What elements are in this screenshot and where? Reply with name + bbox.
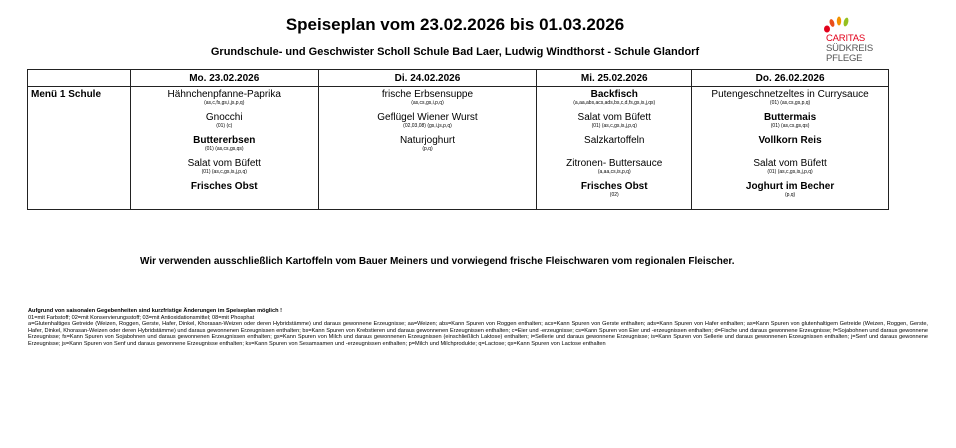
day-header: Do. 26.02.2026 [691, 69, 889, 87]
dish-allergens: (01) (as,c,gs,is,j,p,q) [767, 169, 813, 175]
additives-legend: 01=mit Farbstoff; 02=mit Konservierungss… [28, 314, 255, 321]
footer-legend: Aufgrund von saisonalen Gegebenheiten si… [28, 308, 928, 348]
dish-allergens: (a,aa,abs,acs,ads,bs,c,d,fs,gs,is,j,qs) [573, 100, 656, 106]
dish-name: Zitronen- Buttersauce [566, 158, 663, 169]
dish-allergens: (01) (as,cs,gs,p,q) [769, 100, 811, 106]
dish-allergens: (p,q) [784, 192, 796, 198]
notice-text: Wir verwenden ausschließlich Kartoffeln … [140, 256, 735, 267]
dish-name: frische Erbsensuppe [381, 89, 474, 100]
day-header: Di. 24.02.2026 [317, 69, 538, 87]
dish-name: Salat vom Büfett [577, 112, 651, 123]
dish-allergens: (01) (as,c,gs,is,j,p,q) [201, 169, 247, 175]
leaves-icon [824, 16, 849, 33]
dish-allergens: (as,cs,gs,i,p,q) [411, 100, 444, 106]
dish-name: Geflügel Wiener Wurst [377, 112, 478, 123]
school-subtitle: Grundschule- und Geschwister Scholl Schu… [210, 46, 700, 58]
empty-header-cell [27, 69, 131, 87]
dish-allergens [692, 146, 888, 153]
dish-name: Vollkorn Reis [758, 135, 822, 146]
dish-allergens [537, 146, 691, 153]
dish-name: Buttererbsen [193, 135, 256, 146]
dish-name: Gnocchi [205, 112, 243, 123]
footer-heading: Aufgrund von saisonalen Gegebenheiten si… [28, 308, 282, 314]
dish-name: Salat vom Büfett [753, 158, 827, 169]
day-header: Mo. 23.02.2026 [129, 69, 319, 87]
dish-allergens: (02) [609, 192, 619, 198]
day-header: Mi. 25.02.2026 [536, 69, 693, 87]
dish-name: Frisches Obst [580, 181, 648, 192]
dish-name: Frisches Obst [190, 181, 258, 192]
caritas-logo: CARITAS SÜDKREIS PFLEGE [812, 14, 873, 70]
logo-text: PFLEGE [826, 53, 863, 64]
day-cell: Backfisch (a,aa,abs,acs,ads,bs,c,d,fs,gs,… [536, 86, 693, 210]
dish-allergens: (01) (as,c,gs,is,j,p,q) [591, 123, 637, 129]
dish-name: Joghurt im Becher [745, 181, 835, 192]
day-cell: Hähnchenpfanne-Paprika (as,c,fs,gs,i,js,p… [129, 86, 319, 210]
dish-allergens: (02,03,08) (gs,i,js,p,q) [403, 123, 452, 129]
logo-text: SÜDKREIS [826, 43, 873, 54]
table-row: Menü 1 Schule Hähnchenpfanne-Paprika (as,… [27, 86, 889, 210]
dish-allergens: (p,q) [422, 146, 433, 152]
dish-name: Buttermais [763, 112, 817, 123]
dish-allergens: (as,c,fs,gs,i,js,p,q) [204, 100, 245, 106]
dish-name: Salzkartoffeln [584, 135, 645, 146]
dish-allergens [131, 192, 318, 199]
dish-name: Salat vom Büfett [187, 158, 261, 169]
dish-name: Naturjoghurt [399, 135, 455, 146]
menu-table: Mo. 23.02.2026 Di. 24.02.2026 Mi. 25.02.… [27, 69, 889, 210]
menu-label: Menü 1 Schule [27, 86, 131, 210]
day-cell: Putengeschnetzeltes in Currysauce (01) (a… [691, 86, 889, 210]
dish-allergens: (a,aa,cs,is,p,q) [597, 169, 631, 175]
dish-allergens: (01) (as,cs,gs,qs) [770, 123, 810, 129]
logo-text: CARITAS [826, 33, 866, 44]
allergens-legend: a=Glutenhaltiges Getreide (Weizen, Rogge… [28, 321, 928, 347]
table-header-row: Mo. 23.02.2026 Di. 24.02.2026 Mi. 25.02.… [27, 69, 889, 87]
dish-name: Backfisch [590, 89, 638, 100]
day-cell: frische Erbsensuppe (as,cs,gs,i,p,q) Geflü… [317, 86, 538, 210]
dish-allergens: (01) (as,cs,gs,qs) [204, 146, 244, 152]
dish-name: Hähnchenpfanne-Paprika [167, 89, 281, 100]
page-title: Speiseplan vom 23.02.2026 bis 01.03.2026 [285, 15, 625, 34]
dish-allergens: (01) (c) [216, 123, 233, 129]
dish-name: Putengeschnetzeltes in Currysauce [711, 89, 869, 100]
